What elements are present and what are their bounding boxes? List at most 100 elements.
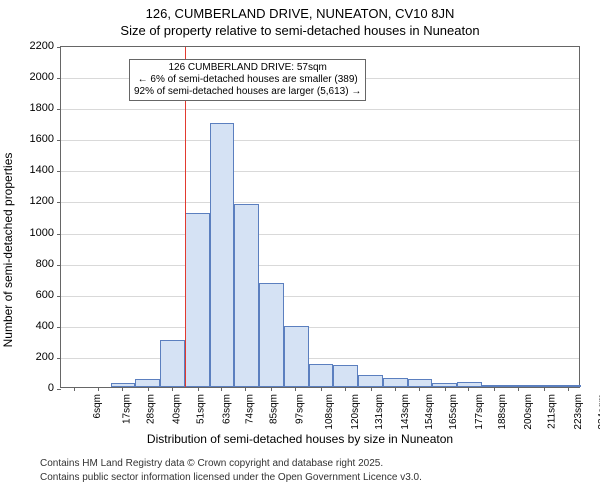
- histogram-bar: [383, 378, 408, 387]
- xtick-mark: [345, 387, 346, 391]
- histogram-bar: [210, 123, 235, 387]
- ytick-label: 600: [0, 289, 54, 301]
- xtick-label: 74sqm: [245, 394, 256, 424]
- xtick-mark: [198, 387, 199, 391]
- gridline-h: [61, 265, 579, 266]
- xtick-label: 211sqm: [547, 394, 558, 429]
- ytick-mark: [57, 234, 61, 235]
- xtick-mark: [74, 387, 75, 391]
- xtick-label: 200sqm: [523, 394, 534, 430]
- xtick-label: 40sqm: [171, 394, 182, 424]
- ytick-mark: [57, 78, 61, 79]
- xtick-mark: [321, 387, 322, 391]
- xtick-mark: [568, 387, 569, 391]
- histogram-bar: [457, 382, 482, 387]
- histogram-bar: [234, 204, 259, 387]
- xtick-label: 154sqm: [424, 394, 435, 430]
- plot-area: 126 CUMBERLAND DRIVE: 57sqm← 6% of semi-…: [60, 46, 580, 388]
- ytick-mark: [57, 109, 61, 110]
- chart-title-line2: Size of property relative to semi-detach…: [0, 21, 600, 38]
- ytick-label: 1800: [0, 102, 54, 114]
- gridline-h: [61, 296, 579, 297]
- footnote-line1: Contains HM Land Registry data © Crown c…: [40, 458, 383, 469]
- ytick-mark: [57, 47, 61, 48]
- xtick-mark: [245, 387, 246, 391]
- ytick-mark: [57, 140, 61, 141]
- histogram-bar: [309, 364, 334, 387]
- gridline-h: [61, 202, 579, 203]
- xtick-label: 63sqm: [221, 394, 232, 424]
- annotation-line: 92% of semi-detached houses are larger (…: [134, 86, 361, 98]
- histogram-bar: [284, 326, 309, 387]
- histogram-bar: [135, 379, 160, 387]
- histogram-bar: [160, 340, 185, 387]
- ytick-mark: [57, 327, 61, 328]
- x-axis-label: Distribution of semi-detached houses by …: [0, 432, 600, 446]
- xtick-label: 188sqm: [497, 394, 508, 430]
- gridline-h: [61, 327, 579, 328]
- xtick-mark: [494, 387, 495, 391]
- annotation-box: 126 CUMBERLAND DRIVE: 57sqm← 6% of semi-…: [129, 59, 366, 101]
- gridline-h: [61, 234, 579, 235]
- histogram-bar: [333, 365, 358, 387]
- xtick-mark: [172, 387, 173, 391]
- chart-container: 126, CUMBERLAND DRIVE, NUNEATON, CV10 8J…: [0, 0, 600, 500]
- annotation-line: 126 CUMBERLAND DRIVE: 57sqm: [134, 62, 361, 74]
- xtick-label: 51sqm: [195, 394, 206, 424]
- xtick-mark: [395, 387, 396, 391]
- histogram-bar: [358, 375, 383, 387]
- xtick-label: 108sqm: [324, 394, 335, 430]
- xtick-mark: [271, 387, 272, 391]
- ytick-mark: [57, 265, 61, 266]
- ytick-label: 2000: [0, 71, 54, 83]
- xtick-label: 17sqm: [121, 394, 132, 424]
- chart-title-line1: 126, CUMBERLAND DRIVE, NUNEATON, CV10 8J…: [0, 0, 600, 21]
- ytick-label: 2200: [0, 40, 54, 52]
- xtick-label: 131sqm: [374, 394, 385, 430]
- ytick-mark: [57, 171, 61, 172]
- ytick-label: 1400: [0, 164, 54, 176]
- ytick-label: 1000: [0, 227, 54, 239]
- xtick-label: 165sqm: [448, 394, 459, 430]
- ytick-label: 800: [0, 258, 54, 270]
- ytick-label: 0: [0, 382, 54, 394]
- xtick-label: 85sqm: [269, 394, 280, 424]
- ytick-mark: [57, 358, 61, 359]
- ytick-mark: [57, 202, 61, 203]
- ytick-mark: [57, 296, 61, 297]
- ytick-label: 200: [0, 351, 54, 363]
- ytick-label: 400: [0, 320, 54, 332]
- histogram-bar: [408, 379, 433, 387]
- xtick-mark: [295, 387, 296, 391]
- ytick-label: 1200: [0, 195, 54, 207]
- y-axis-label: Number of semi-detached properties: [1, 153, 15, 348]
- footnote-line2: Contains public sector information licen…: [40, 472, 422, 483]
- xtick-mark: [221, 387, 222, 391]
- gridline-h: [61, 109, 579, 110]
- xtick-mark: [148, 387, 149, 391]
- histogram-bar: [185, 213, 210, 387]
- xtick-mark: [371, 387, 372, 391]
- xtick-label: 177sqm: [474, 394, 485, 430]
- xtick-mark: [98, 387, 99, 391]
- annotation-line: ← 6% of semi-detached houses are smaller…: [134, 74, 361, 86]
- ytick-label: 1600: [0, 133, 54, 145]
- xtick-label: 143sqm: [400, 394, 411, 430]
- gridline-h: [61, 358, 579, 359]
- gridline-h: [61, 171, 579, 172]
- xtick-mark: [419, 387, 420, 391]
- xtick-label: 6sqm: [92, 394, 103, 418]
- xtick-mark: [122, 387, 123, 391]
- ytick-mark: [57, 389, 61, 390]
- histogram-bar: [111, 383, 136, 387]
- xtick-mark: [445, 387, 446, 391]
- xtick-label: 28sqm: [145, 394, 156, 424]
- histogram-bar: [259, 283, 284, 387]
- xtick-label: 120sqm: [350, 394, 361, 430]
- xtick-mark: [468, 387, 469, 391]
- gridline-h: [61, 140, 579, 141]
- xtick-label: 223sqm: [573, 394, 584, 430]
- xtick-label: 97sqm: [295, 394, 306, 424]
- xtick-mark: [544, 387, 545, 391]
- xtick-mark: [518, 387, 519, 391]
